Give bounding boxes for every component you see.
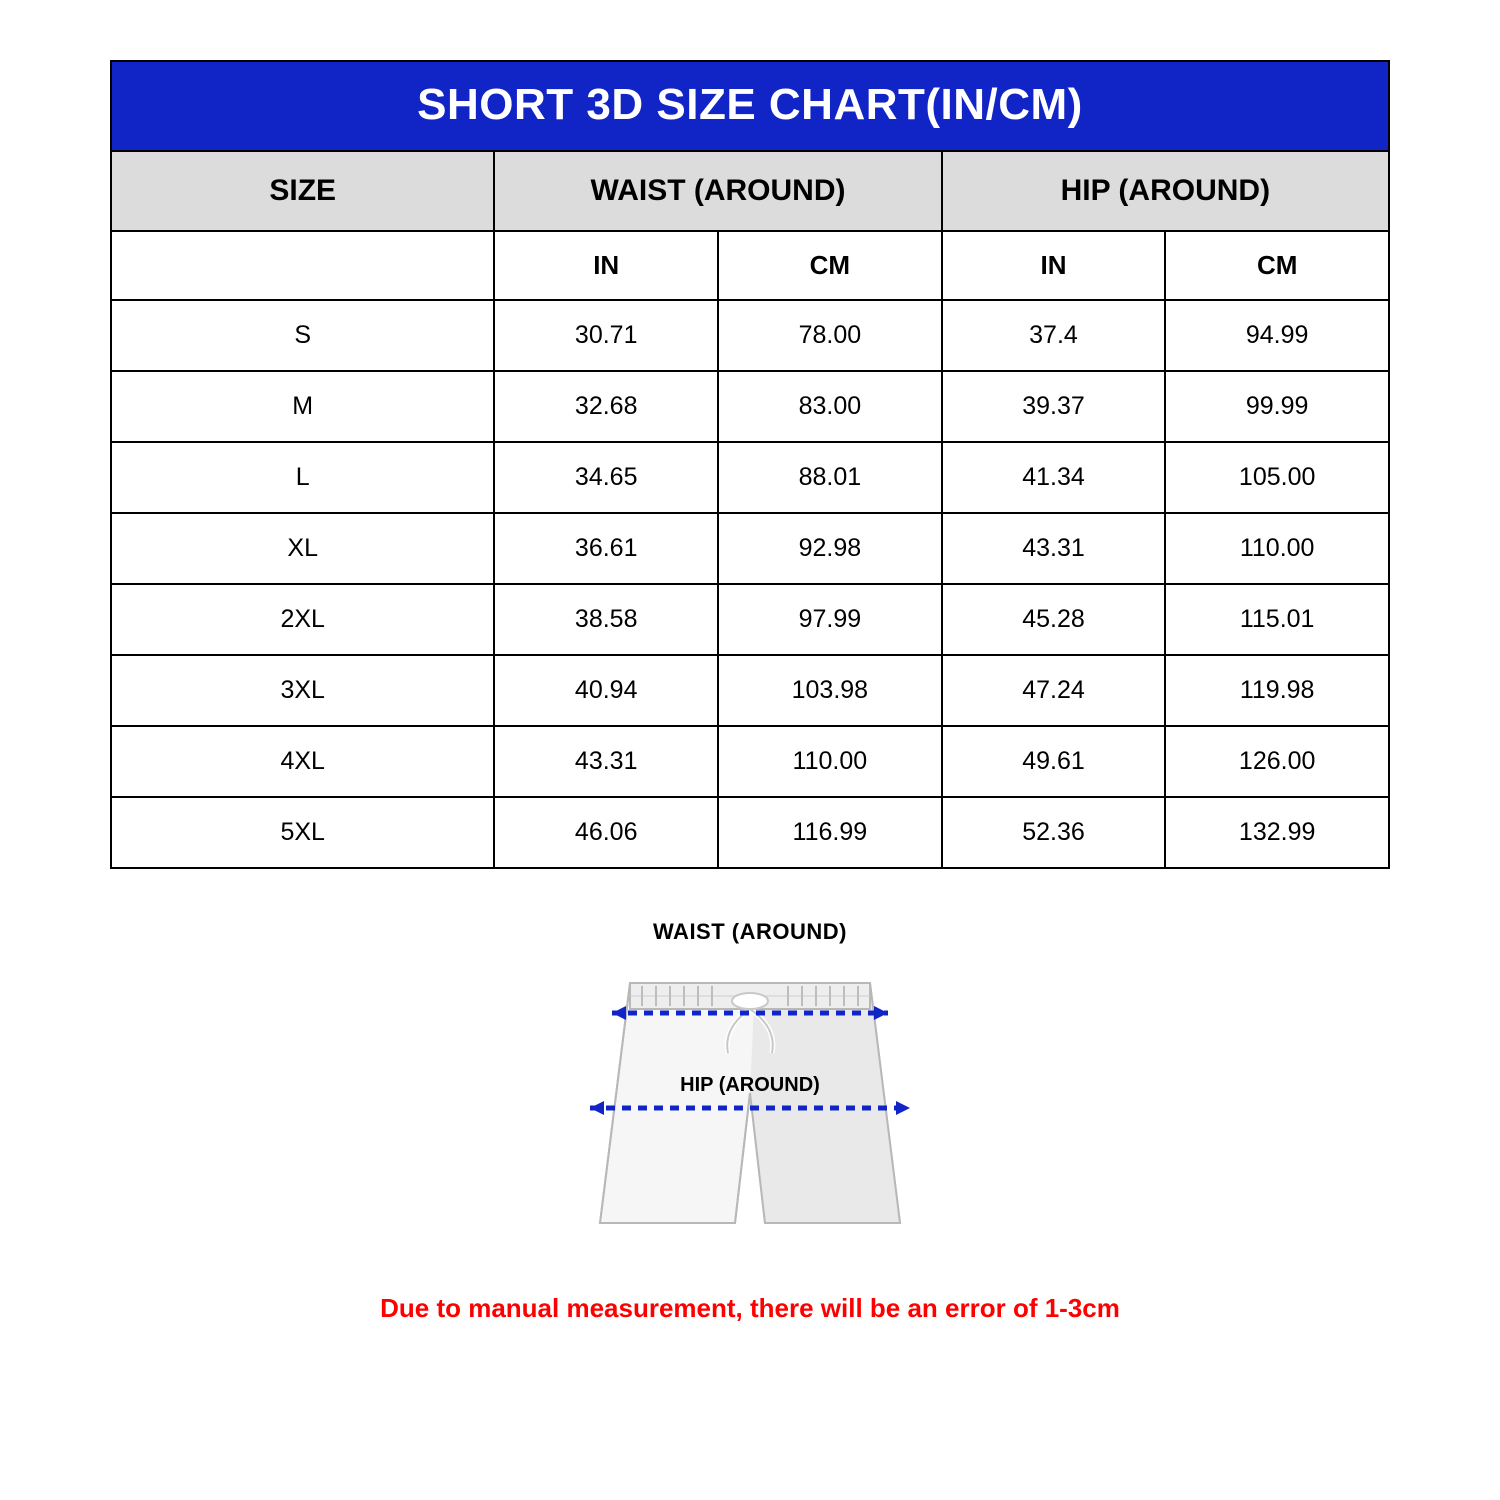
cell-size: 2XL [111,584,494,655]
table-row: XL36.6192.9843.31110.00 [111,513,1389,584]
cell-size: L [111,442,494,513]
hip-label-in-svg: HIP (AROUND) [680,1074,820,1096]
disclaimer-text: Due to manual measurement, there will be… [380,1293,1120,1324]
header-hip: HIP (AROUND) [942,151,1389,231]
table-row: M32.6883.0039.3799.99 [111,371,1389,442]
unit-hip-in: IN [942,231,1166,300]
cell-hip-cm: 126.00 [1165,726,1389,797]
cell-hip-cm: 115.01 [1165,584,1389,655]
cell-hip-in: 37.4 [942,300,1166,371]
cell-waist-cm: 83.00 [718,371,942,442]
cell-waist-cm: 97.99 [718,584,942,655]
cell-size: XL [111,513,494,584]
unit-waist-in: IN [494,231,718,300]
cell-hip-in: 47.24 [942,655,1166,726]
header-waist: WAIST (AROUND) [494,151,941,231]
cell-waist-in: 40.94 [494,655,718,726]
data-body: S30.7178.0037.494.99M32.6883.0039.3799.9… [111,300,1389,868]
table-row: 5XL46.06116.9952.36132.99 [111,797,1389,868]
cell-size: M [111,371,494,442]
cell-waist-in: 46.06 [494,797,718,868]
table-row: S30.7178.0037.494.99 [111,300,1389,371]
cell-hip-in: 49.61 [942,726,1166,797]
table-row: 4XL43.31110.0049.61126.00 [111,726,1389,797]
cell-waist-in: 34.65 [494,442,718,513]
cell-hip-in: 39.37 [942,371,1166,442]
cell-waist-in: 30.71 [494,300,718,371]
cell-waist-cm: 116.99 [718,797,942,868]
cell-waist-in: 32.68 [494,371,718,442]
cell-waist-cm: 103.98 [718,655,942,726]
cell-size: S [111,300,494,371]
unit-hip-cm: CM [1165,231,1389,300]
table-row: 2XL38.5897.9945.28115.01 [111,584,1389,655]
unit-row: IN CM IN CM [111,231,1389,300]
diagram-area: WAIST (AROUND) HIP (AROUND) [560,919,940,1253]
cell-hip-cm: 132.99 [1165,797,1389,868]
cell-hip-cm: 119.98 [1165,655,1389,726]
chart-title: SHORT 3D SIZE CHART(IN/CM) [111,61,1389,151]
table-row: L34.6588.0141.34105.00 [111,442,1389,513]
cell-hip-cm: 94.99 [1165,300,1389,371]
cell-hip-in: 52.36 [942,797,1166,868]
header-row: SIZE WAIST (AROUND) HIP (AROUND) [111,151,1389,231]
unit-waist-cm: CM [718,231,942,300]
cell-waist-cm: 92.98 [718,513,942,584]
cell-size: 5XL [111,797,494,868]
cell-hip-cm: 110.00 [1165,513,1389,584]
table-row: 3XL40.94103.9847.24119.98 [111,655,1389,726]
cell-size: 3XL [111,655,494,726]
waist-label: WAIST (AROUND) [653,919,847,945]
cell-waist-cm: 88.01 [718,442,942,513]
cell-size: 4XL [111,726,494,797]
shorts-diagram-icon: HIP (AROUND) [560,953,940,1253]
cell-hip-cm: 105.00 [1165,442,1389,513]
cell-waist-cm: 78.00 [718,300,942,371]
cell-hip-in: 45.28 [942,584,1166,655]
cell-waist-in: 43.31 [494,726,718,797]
size-chart-table: SHORT 3D SIZE CHART(IN/CM) SIZE WAIST (A… [110,60,1390,869]
cell-waist-in: 38.58 [494,584,718,655]
cell-waist-cm: 110.00 [718,726,942,797]
cell-hip-in: 41.34 [942,442,1166,513]
title-row: SHORT 3D SIZE CHART(IN/CM) [111,61,1389,151]
cell-hip-cm: 99.99 [1165,371,1389,442]
cell-waist-in: 36.61 [494,513,718,584]
header-size: SIZE [111,151,494,231]
unit-size-blank [111,231,494,300]
cell-hip-in: 43.31 [942,513,1166,584]
